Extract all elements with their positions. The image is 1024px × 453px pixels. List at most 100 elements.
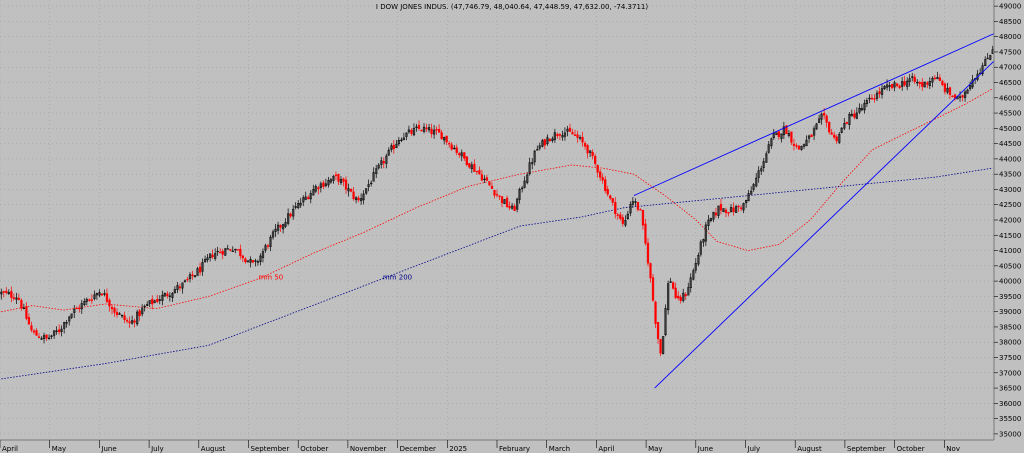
candle-body [853, 113, 856, 118]
candle-body [105, 293, 109, 302]
candle-body [410, 130, 413, 134]
candle-body [20, 300, 23, 309]
candle-body [986, 57, 989, 60]
candle-body [365, 188, 368, 194]
candle-body [583, 143, 587, 147]
candle-body [536, 149, 539, 151]
grid [0, 0, 994, 440]
candle-body [25, 306, 28, 319]
candle-body [483, 178, 486, 181]
y-tick-label: 48000 [999, 33, 1021, 41]
candle-body [203, 259, 207, 263]
candle-body [923, 81, 926, 88]
candle-body [571, 132, 574, 135]
candle-body [498, 195, 501, 197]
candle-body [538, 145, 541, 149]
candle-body [750, 190, 753, 195]
candle-body [287, 213, 290, 224]
candle-body [566, 128, 569, 132]
candle-body [651, 277, 655, 301]
candle-body [98, 292, 101, 296]
candle-body [425, 127, 428, 130]
candle-body [10, 291, 13, 298]
candle-body [377, 164, 380, 169]
y-tick-label: 40500 [999, 262, 1021, 270]
candle-body [370, 182, 373, 185]
x-tick-label: February [499, 445, 530, 453]
candle-body [500, 196, 504, 204]
candle-body [292, 208, 295, 217]
candle-body [400, 139, 403, 141]
candle-body [422, 126, 426, 132]
candle-body [100, 293, 104, 296]
candle-body [684, 294, 687, 297]
candle-body [526, 174, 529, 183]
candle-body [581, 136, 584, 143]
candle-body [90, 299, 93, 301]
candle-body [85, 299, 88, 302]
candle-body [682, 292, 685, 301]
candle-body [334, 174, 338, 177]
candle-body [229, 249, 232, 251]
candle-body [785, 125, 788, 135]
candle-body [458, 153, 461, 155]
candle-body [765, 153, 768, 163]
candle-body [460, 152, 463, 157]
candle-body [236, 249, 239, 251]
candle-body [214, 253, 217, 259]
candle-body [848, 114, 851, 125]
candle-body [463, 152, 466, 159]
candle-body [664, 308, 667, 336]
candle-body [898, 85, 901, 88]
candle-body [591, 151, 594, 157]
candle-body [412, 128, 416, 136]
candle-body [971, 79, 974, 88]
candle-body [319, 183, 322, 188]
candle-body [689, 277, 692, 289]
lower-trendline [654, 60, 995, 389]
candle-body [136, 311, 139, 325]
candle-body [171, 293, 174, 298]
candle-body [435, 128, 438, 131]
candle-body [427, 127, 431, 131]
candle-body [546, 137, 549, 144]
candle-body [181, 282, 184, 289]
candle-body [251, 260, 255, 263]
x-tick-label: 2025 [449, 445, 467, 453]
y-tick-label: 42500 [999, 201, 1021, 209]
y-tick-label: 38000 [999, 339, 1021, 347]
candle-body [918, 82, 921, 85]
candle-body [362, 193, 365, 201]
candle-body [875, 92, 879, 99]
candle-body [443, 137, 446, 141]
candle-body [669, 281, 672, 283]
candle-body [903, 81, 906, 86]
candle-body [951, 95, 954, 98]
candle-body [528, 162, 531, 175]
candle-body [586, 145, 589, 154]
candle-body [392, 144, 395, 150]
y-tick-label: 39500 [999, 293, 1021, 301]
candle-body [631, 201, 635, 205]
candle-body [616, 214, 619, 216]
candle-body [83, 301, 86, 306]
candle-body [573, 134, 577, 136]
candle-body [888, 85, 891, 87]
candle-body [279, 224, 282, 228]
y-tick-label: 35500 [999, 415, 1021, 423]
candle-body [437, 128, 441, 133]
x-axis: April May June July August September October No… [0, 440, 960, 453]
candle-body [120, 314, 124, 317]
candle-body [450, 144, 453, 150]
candle-body [757, 170, 760, 178]
candles [0, 45, 994, 357]
candle-body [390, 145, 393, 150]
candle-body [407, 129, 411, 133]
candle-body [465, 156, 468, 166]
candle-body [115, 312, 119, 316]
candle-body [307, 197, 310, 200]
candle-body [93, 294, 96, 299]
candle-body [777, 131, 780, 138]
candle-body [7, 292, 10, 294]
candle-body [246, 260, 250, 263]
